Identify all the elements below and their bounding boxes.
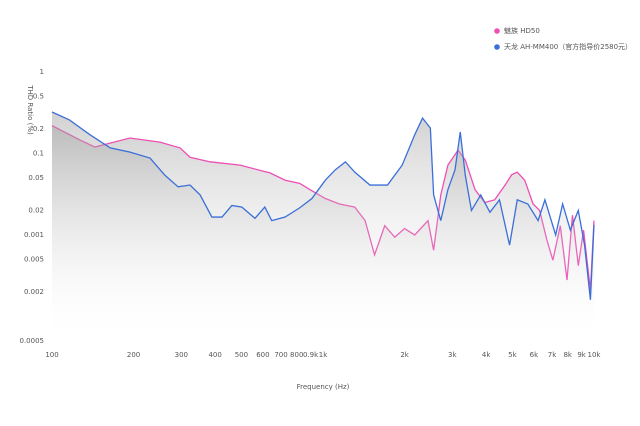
legend-label: 天龙 AH-MM400（官方指导价2580元） bbox=[504, 42, 632, 51]
y-tick-label: 0.5 bbox=[33, 93, 44, 101]
x-tick-label: 300 bbox=[175, 351, 188, 359]
y-tick-label: 0.0005 bbox=[20, 337, 45, 345]
y-tick-label: 0.02 bbox=[28, 206, 44, 214]
series-area bbox=[52, 111, 594, 341]
x-tick-label: 10k bbox=[588, 351, 602, 359]
y-tick-label: 0.1 bbox=[33, 149, 44, 157]
x-tick-label: 600 bbox=[256, 351, 269, 359]
x-tick-label: 2k bbox=[400, 351, 409, 359]
y-tick-label: 0.2 bbox=[33, 125, 44, 133]
x-tick-label: 0.9k bbox=[303, 351, 319, 359]
x-tick-label: 8k bbox=[563, 351, 572, 359]
x-tick-label: 7k bbox=[548, 351, 557, 359]
series-line bbox=[51, 111, 595, 300]
x-tick-label: 400 bbox=[208, 351, 221, 359]
x-axis-title: Frequency (Hz) bbox=[297, 383, 350, 391]
x-tick-label: 500 bbox=[235, 351, 248, 359]
x-tick-label: 3k bbox=[448, 351, 457, 359]
x-tick-label: 200 bbox=[127, 351, 140, 359]
y-tick-label: 0.001 bbox=[24, 231, 44, 239]
y-tick-label: 0.005 bbox=[24, 256, 44, 264]
x-tick-label: 1k bbox=[319, 351, 328, 359]
x-tick-label: 800 bbox=[290, 351, 303, 359]
y-tick-label: 1 bbox=[40, 68, 44, 76]
y-tick-label: 0.05 bbox=[28, 174, 44, 182]
x-tick-label: 5k bbox=[508, 351, 517, 359]
legend-label: 魅族 HD50 bbox=[504, 26, 540, 35]
x-tick-label: 4k bbox=[482, 351, 491, 359]
y-axis-title: THD Ratio (%) bbox=[26, 84, 34, 135]
x-tick-label: 6k bbox=[530, 351, 539, 359]
legend-marker bbox=[494, 44, 500, 50]
x-tick-label: 700 bbox=[274, 351, 287, 359]
y-tick-label: 0.002 bbox=[24, 288, 44, 296]
x-tick-label: 9k bbox=[577, 351, 586, 359]
x-tick-label: 100 bbox=[45, 351, 58, 359]
legend-marker bbox=[494, 28, 500, 34]
